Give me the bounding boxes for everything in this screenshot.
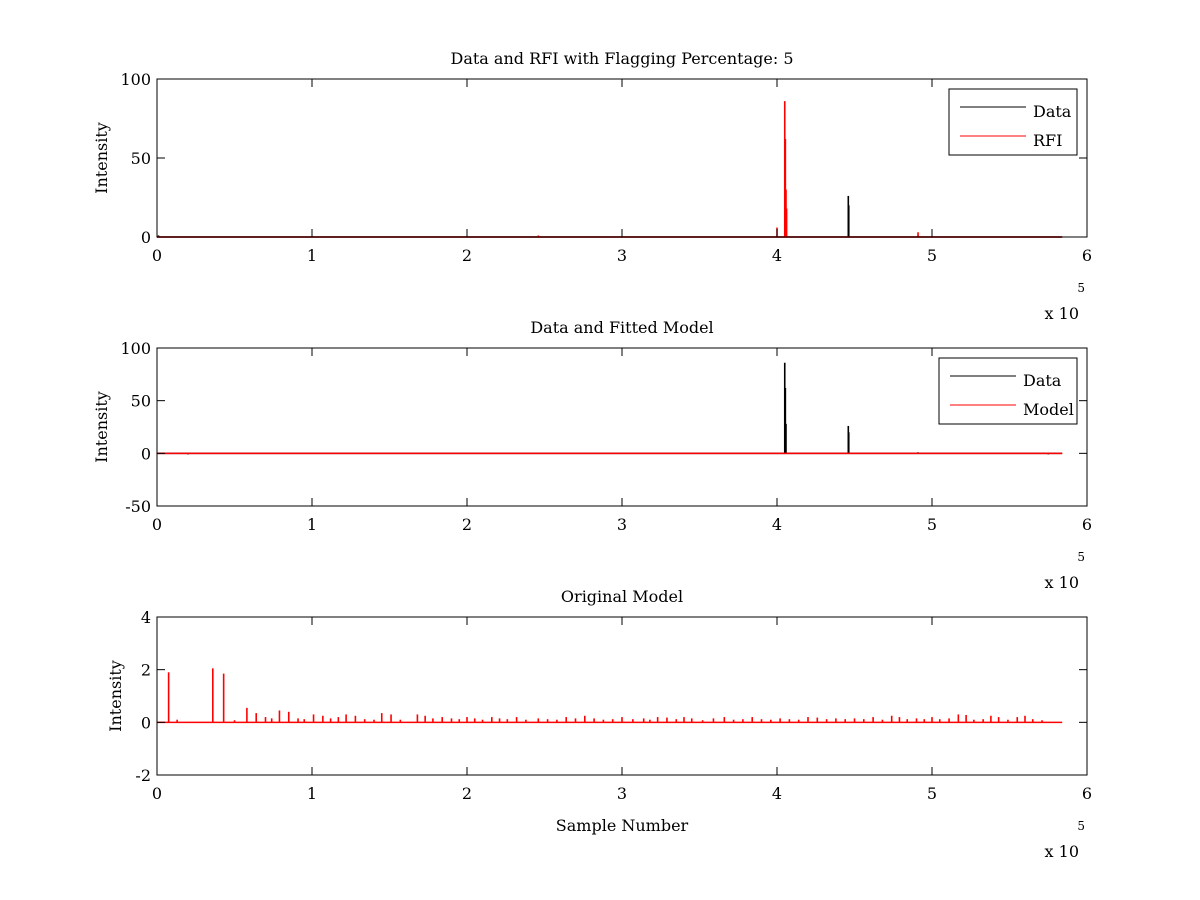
y-tick-label: -2 (135, 766, 151, 785)
x-tick-label: 4 (772, 784, 782, 803)
x-multiplier: x 10 (1045, 304, 1079, 323)
legend: Data Model (938, 357, 1078, 425)
x-tick-label: 6 (1082, 246, 1092, 265)
y-tick-label: -50 (125, 497, 151, 516)
x-tick-label: 1 (307, 784, 317, 803)
y-tick-label: 100 (120, 70, 151, 89)
legend-label: RFI (1033, 131, 1062, 150)
x-multiplier: x 10 (1045, 842, 1079, 861)
x-tick-label: 6 (1082, 784, 1092, 803)
y-tick-label: 2 (141, 661, 151, 680)
x-multiplier: x 10 (1045, 573, 1079, 592)
legend-label: Model (1023, 400, 1074, 419)
chart-title: Data and RFI with Flagging Percentage: 5 (450, 49, 793, 68)
y-tick-label: 100 (120, 339, 151, 358)
x-tick-label: 0 (152, 246, 162, 265)
y-tick-label: 50 (131, 392, 151, 411)
chart-title: Data and Fitted Model (530, 318, 713, 337)
legend-box (948, 88, 1078, 156)
x-tick-label: 2 (462, 515, 472, 534)
x-tick-label: 3 (617, 515, 627, 534)
x-tick-label: 3 (617, 784, 627, 803)
subplot-1: 0 1 2 3 4 5 6 0 50 100 Data and RFI with Flagging … (92, 49, 1092, 323)
x-tick-label: 6 (1082, 515, 1092, 534)
series-model-0 (157, 668, 1063, 724)
legend-label: Data (1033, 102, 1072, 121)
x-tick-label: 0 (152, 515, 162, 534)
x-tick-label: 0 (152, 784, 162, 803)
x-tick-label: 3 (617, 246, 627, 265)
y-axis-label: Intensity (106, 660, 125, 732)
legend-box (938, 357, 1078, 425)
chart-title: Original Model (561, 587, 683, 606)
x-exponent: 5 (1077, 819, 1085, 833)
x-tick-label: 5 (927, 515, 937, 534)
x-exponent: 5 (1077, 281, 1085, 295)
x-axis-label: Sample Number (556, 816, 689, 835)
x-tick-label: 4 (772, 246, 782, 265)
y-tick-label: 0 (141, 444, 151, 463)
y-tick-label: 4 (141, 608, 151, 627)
x-tick-label: 5 (927, 784, 937, 803)
x-tick-label: 1 (307, 246, 317, 265)
y-axis-label: Intensity (92, 391, 111, 463)
x-tick-label: 5 (927, 246, 937, 265)
y-tick-label: 0 (141, 713, 151, 732)
y-axis-label: Intensity (92, 122, 111, 194)
x-tick-label: 2 (462, 784, 472, 803)
legend-label: Data (1023, 371, 1062, 390)
x-tick-label: 4 (772, 515, 782, 534)
x-exponent: 5 (1077, 550, 1085, 564)
y-tick-label: 0 (141, 228, 151, 247)
y-tick-label: 50 (131, 149, 151, 168)
x-tick-label: 1 (307, 515, 317, 534)
x-tick-label: 2 (462, 246, 472, 265)
legend: Data RFI (948, 88, 1078, 156)
